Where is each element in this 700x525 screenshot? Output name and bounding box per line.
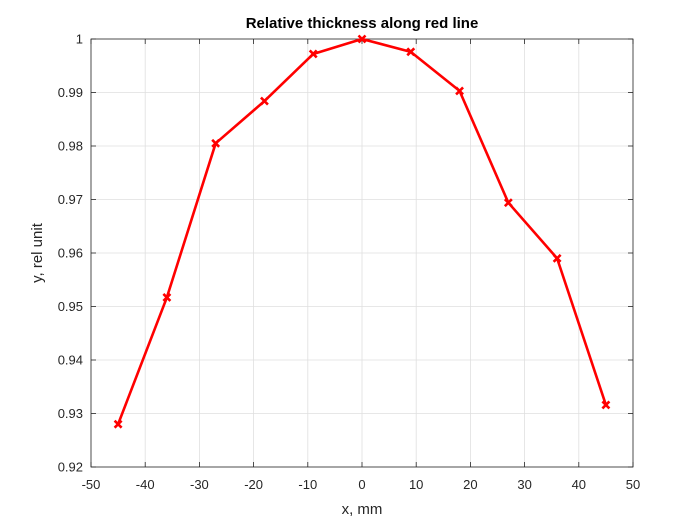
y-tick-label: 1 <box>76 32 83 47</box>
y-tick-label: 0.92 <box>58 460 83 475</box>
x-tick-label: 40 <box>572 477 586 492</box>
y-tick-label: 0.94 <box>58 353 83 368</box>
data-point-marker <box>406 47 416 57</box>
x-tick-label: 10 <box>409 477 423 492</box>
data-point-marker <box>162 292 172 302</box>
x-tick-label: -40 <box>136 477 155 492</box>
data-point-marker <box>308 49 318 59</box>
y-tick-label: 0.95 <box>58 299 83 314</box>
x-tick-label: -20 <box>244 477 263 492</box>
chart-title: Relative thickness along red line <box>246 15 479 32</box>
data-point-marker <box>357 34 367 44</box>
data-point-marker <box>552 253 562 263</box>
y-tick-label: 0.93 <box>58 406 83 421</box>
x-tick-label: 50 <box>626 477 640 492</box>
data-point-marker <box>455 86 464 96</box>
y-axis-label: y, rel unit <box>29 222 46 283</box>
axis-ticks <box>90 38 634 468</box>
x-tick-label: -30 <box>190 477 209 492</box>
y-tick-label: 0.97 <box>58 192 83 207</box>
data-point-marker <box>113 419 123 429</box>
x-tick-label: -50 <box>82 477 101 492</box>
y-tick-label: 0.98 <box>58 139 83 154</box>
data-point-marker <box>601 400 611 410</box>
y-tick-label: 0.96 <box>58 246 83 261</box>
x-tick-label: -10 <box>298 477 317 492</box>
x-tick-label: 20 <box>463 477 477 492</box>
y-tick-labels: 0.92 0.93 0.94 0.95 0.96 0.97 0.98 0.99 1 <box>58 32 83 475</box>
x-tick-labels: -50 -40 -30 -20 -10 0 10 20 30 40 50 <box>82 477 641 492</box>
data-point-marker <box>211 138 221 148</box>
x-tick-label: 30 <box>517 477 531 492</box>
y-tick-label: 0.99 <box>58 85 83 100</box>
x-tick-label: 0 <box>358 477 365 492</box>
data-point-marker <box>260 96 269 106</box>
x-axis-label: x, mm <box>342 501 383 518</box>
series-group <box>113 34 611 429</box>
data-point-marker <box>503 198 513 208</box>
